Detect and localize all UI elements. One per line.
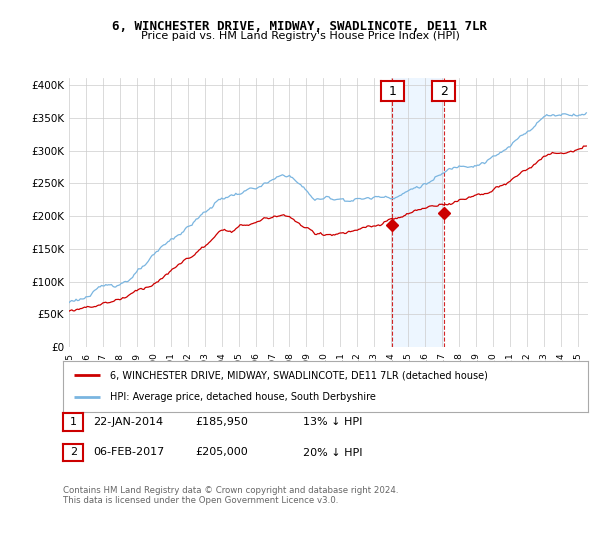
Text: 6, WINCHESTER DRIVE, MIDWAY, SWADLINCOTE, DE11 7LR (detached house): 6, WINCHESTER DRIVE, MIDWAY, SWADLINCOTE… [110, 370, 488, 380]
Text: 06-FEB-2017: 06-FEB-2017 [93, 447, 164, 458]
Text: £205,000: £205,000 [195, 447, 248, 458]
Text: 1: 1 [388, 85, 396, 98]
Bar [392, 78, 444, 347]
Text: 6, WINCHESTER DRIVE, MIDWAY, SWADLINCOTE, DE11 7LR: 6, WINCHESTER DRIVE, MIDWAY, SWADLINCOTE… [113, 20, 487, 32]
Text: £185,950: £185,950 [195, 417, 248, 427]
Text: 13% ↓ HPI: 13% ↓ HPI [303, 417, 362, 427]
Text: Contains HM Land Registry data © Crown copyright and database right 2024.
This d: Contains HM Land Registry data © Crown c… [63, 486, 398, 506]
Text: Price paid vs. HM Land Registry's House Price Index (HPI): Price paid vs. HM Land Registry's House … [140, 31, 460, 41]
Text: 2: 2 [70, 447, 77, 458]
Text: 20% ↓ HPI: 20% ↓ HPI [303, 447, 362, 458]
Text: HPI: Average price, detached house, South Derbyshire: HPI: Average price, detached house, Sout… [110, 393, 376, 403]
Text: 1: 1 [70, 417, 77, 427]
Text: 2: 2 [440, 85, 448, 98]
Text: 22-JAN-2014: 22-JAN-2014 [93, 417, 163, 427]
